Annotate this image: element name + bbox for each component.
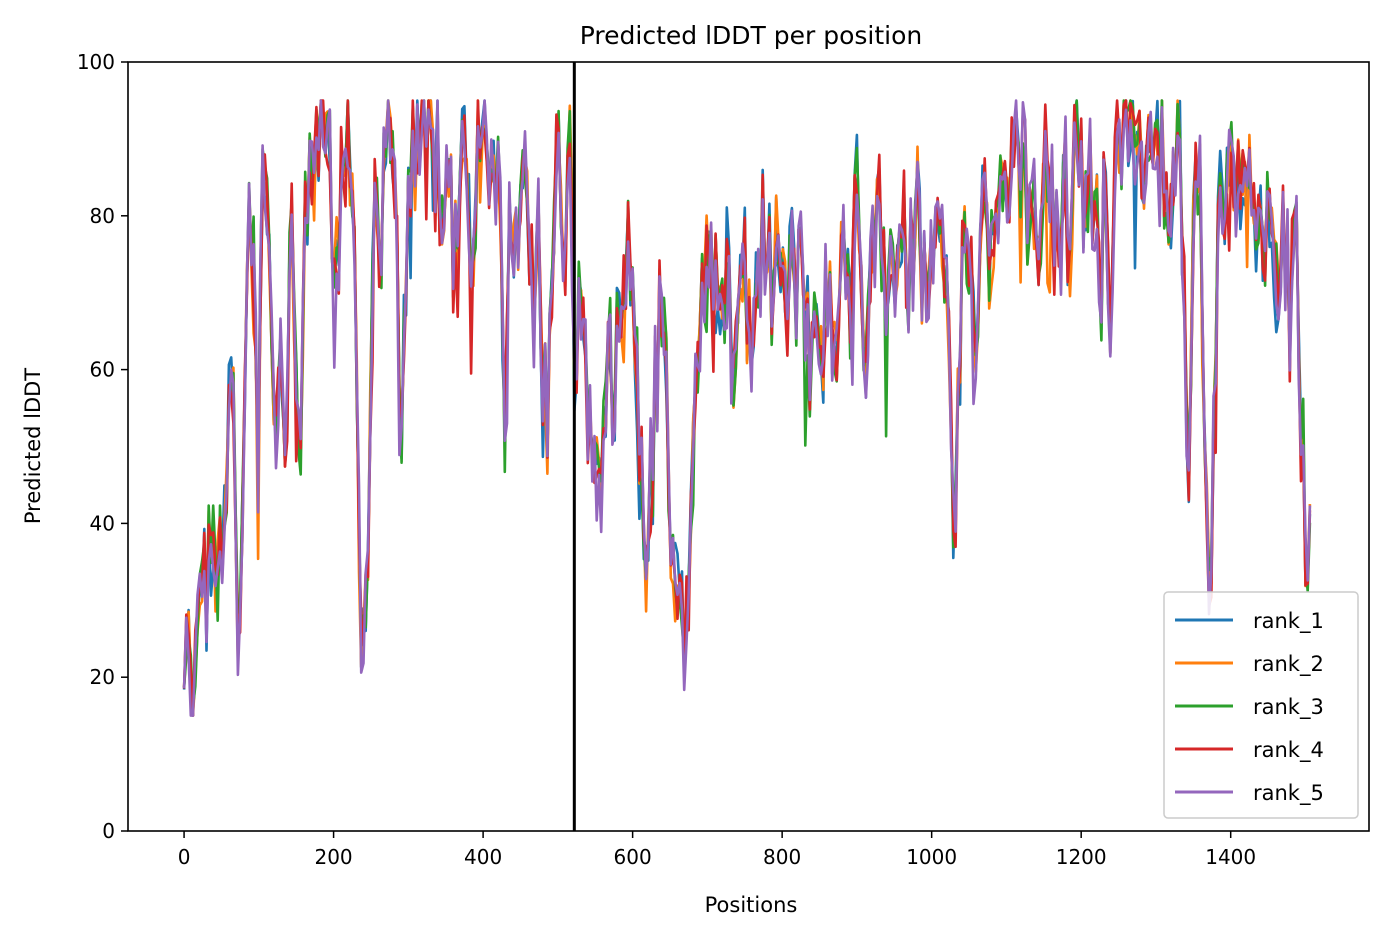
x-tick-label: 0 <box>178 845 191 869</box>
legend-label-rank_1: rank_1 <box>1253 609 1324 634</box>
chart-title: Predicted lDDT per position <box>580 21 922 50</box>
x-tick-label: 200 <box>314 845 352 869</box>
y-tick-label: 100 <box>77 50 115 74</box>
legend-label-rank_5: rank_5 <box>1253 781 1324 806</box>
y-axis: 0 20 40 60 80 100 <box>77 50 128 843</box>
x-tick-label: 800 <box>763 845 801 869</box>
x-tick-label: 600 <box>614 845 652 869</box>
x-tick-label: 1400 <box>1205 845 1256 869</box>
x-tick-label: 400 <box>464 845 502 869</box>
legend-label-rank_2: rank_2 <box>1253 652 1324 677</box>
y-tick-label: 20 <box>90 665 115 689</box>
legend-box <box>1163 591 1359 819</box>
x-tick-label: 1000 <box>906 845 957 869</box>
y-tick-label: 0 <box>102 819 115 843</box>
x-tick-label: 1200 <box>1056 845 1107 869</box>
y-tick-label: 60 <box>90 358 115 382</box>
y-tick-label: 80 <box>90 204 115 228</box>
series-layer <box>182 99 1312 717</box>
legend-label-rank_4: rank_4 <box>1253 738 1324 763</box>
plot-frame <box>127 61 1370 832</box>
y-axis-label: Predicted lDDT <box>21 368 45 524</box>
legend-items: rank_1 rank_2 rank_3 rank_4 rank_5 <box>1175 609 1324 806</box>
legend-label-rank_3: rank_3 <box>1253 695 1324 720</box>
series-line-rank_5 <box>182 99 1312 717</box>
legend: rank_1 rank_2 rank_3 rank_4 rank_5 <box>1163 591 1359 819</box>
x-axis-label: Positions <box>705 893 798 917</box>
y-tick-label: 40 <box>90 511 115 535</box>
x-axis: 0 200 400 600 800 1000 1200 1400 <box>178 831 1256 869</box>
